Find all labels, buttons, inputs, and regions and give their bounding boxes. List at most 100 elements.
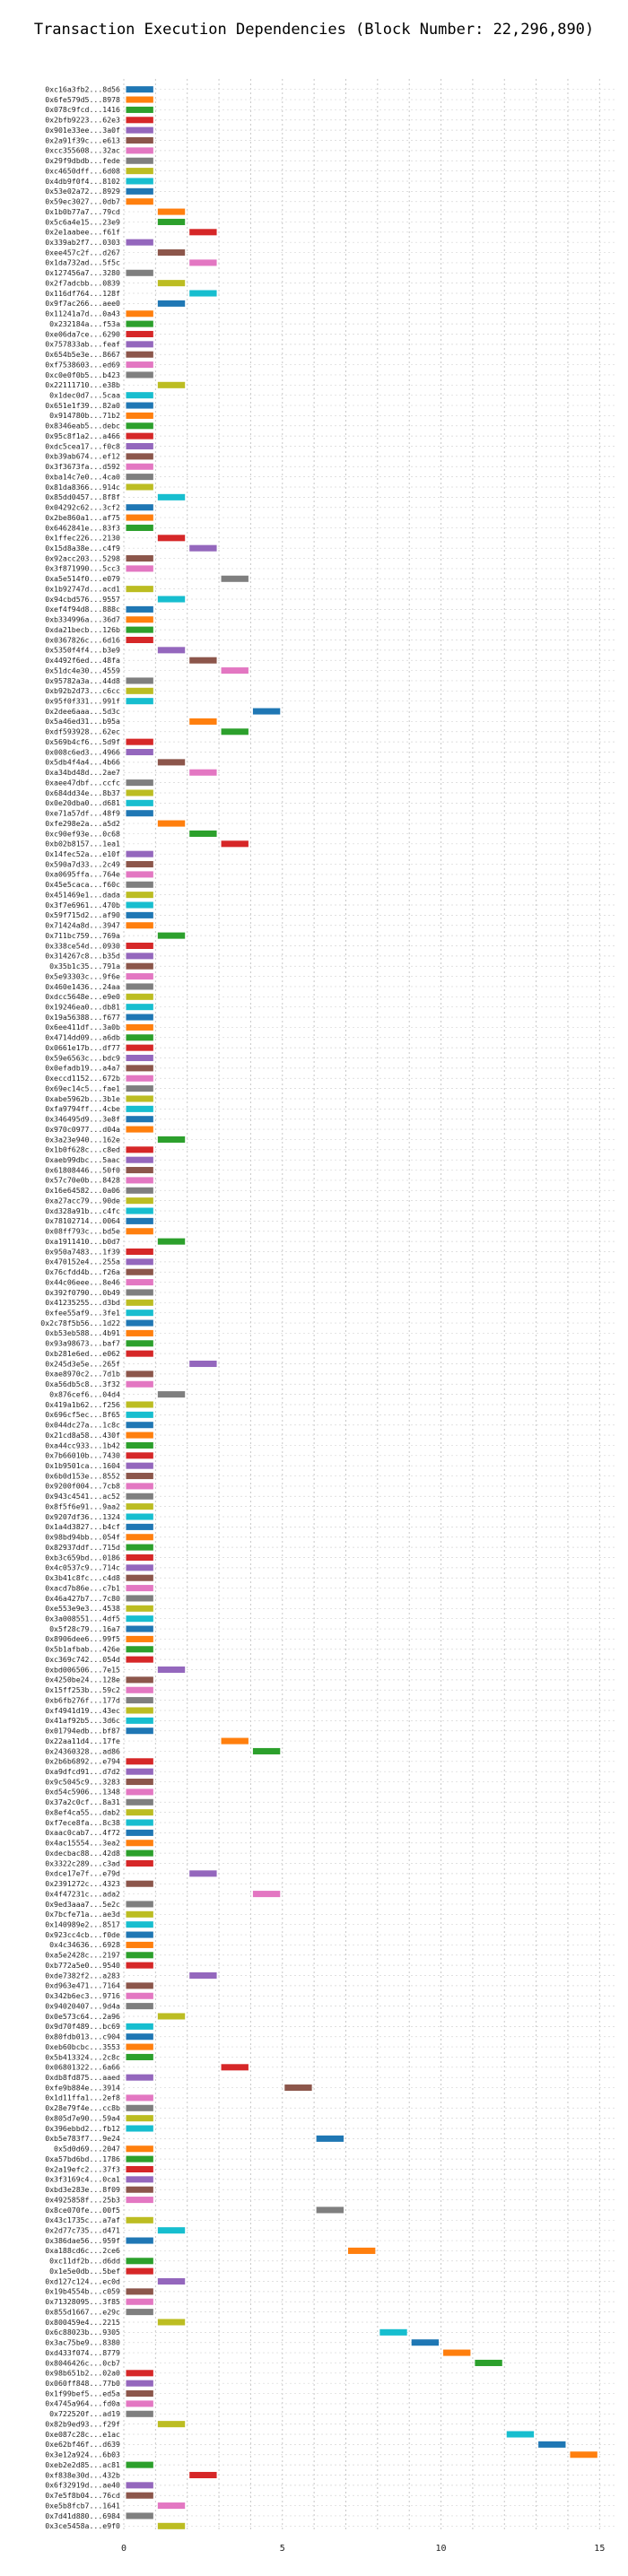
tx-label: 0x59ec3027...0db7 (45, 197, 120, 206)
tx-label: 0x41af92b5...3d6c (45, 1716, 120, 1725)
execution-bar (126, 1779, 153, 1786)
tx-label: 0x04292c62...3cf2 (45, 503, 120, 512)
execution-bar (126, 483, 153, 491)
tx-label: 0x94020407...9d4a (45, 2001, 120, 2010)
tx-label: 0x5db4f4a4...4b66 (45, 758, 120, 767)
tx-label: 0xa57bd6bd...1786 (45, 2154, 120, 2163)
tx-label: 0xfe298e2a...a5d2 (45, 819, 120, 828)
tx-label: 0x4db9f0f4...8102 (45, 177, 120, 186)
tx-label: 0xe71a57df...48f9 (45, 809, 120, 818)
tx-label: 0x5a46ed31...b95a (45, 717, 120, 726)
execution-bar (126, 1044, 153, 1051)
execution-bar (126, 1126, 153, 1133)
execution-bar (157, 249, 186, 257)
execution-bar (126, 687, 153, 694)
tx-label: 0x14fec52a...e10f (45, 849, 120, 858)
tx-label: 0xd433f074...8779 (45, 2348, 120, 2357)
tx-label: 0xa5e2428c...2197 (45, 1951, 120, 1960)
grid-layer (123, 79, 615, 2531)
execution-bar (126, 1380, 153, 1388)
execution-bar (126, 2410, 153, 2417)
execution-bar (189, 290, 217, 297)
tx-label: 0x4714dd09...a6db (45, 1033, 120, 1042)
tx-label: 0xf4941d19...43ec (45, 1706, 120, 1715)
tx-label: 0x57c70e0b...8428 (45, 1176, 120, 1185)
execution-bar (126, 310, 153, 318)
execution-bar (126, 942, 153, 950)
execution-bar (316, 2206, 344, 2214)
tx-label: 0xb53eb588...4b91 (45, 1328, 120, 1337)
execution-bar (126, 1798, 153, 1806)
tx-label: 0x7d41d880...6984 (45, 2511, 120, 2520)
execution-bar (157, 2227, 186, 2234)
tx-label: 0x2c78f5b56...1d22 (40, 1318, 120, 1327)
execution-bar (126, 1605, 153, 1612)
tx-label: 0xf7ece8fa...8c38 (45, 1818, 120, 1827)
tx-label: 0x943c4541...ac52 (45, 1492, 120, 1501)
execution-bar (126, 2186, 153, 2193)
tx-label: 0x338ce54d...0930 (45, 941, 120, 950)
tx-label: 0x5d0d69...2047 (54, 2145, 120, 2154)
execution-bar (126, 626, 153, 633)
tx-label: 0x6c88023b...9305 (45, 2328, 120, 2337)
execution-bar (126, 1014, 153, 1021)
tx-label: 0x6f32919d...ae40 (45, 2481, 120, 2490)
execution-bar (126, 168, 153, 175)
execution-bar (126, 157, 153, 164)
execution-bar (189, 1870, 217, 1877)
tx-label: 0x08ff793c...bd5e (45, 1227, 120, 1236)
execution-bar (411, 2339, 440, 2346)
tx-label: 0xa1911410...b0d7 (45, 1237, 120, 1246)
execution-bar (538, 2441, 566, 2448)
execution-bar (252, 708, 281, 715)
tx-label: 0x3f3673fa...d592 (45, 462, 120, 471)
tx-label-layer: 0xc16a3fb2...8d56 0x6fe579d5...89780x078c… (40, 84, 120, 2530)
tx-label: 0xdcc5648e...e9e0 (45, 992, 120, 1001)
execution-bar (126, 1717, 153, 1724)
tx-label: 0x82b9ed93...f29f (45, 2419, 120, 2428)
execution-bar (126, 983, 153, 990)
tx-label: 0x4ac15554...3ea2 (45, 1839, 120, 1848)
tx-label: 0x654b5e3e...8667 (45, 350, 120, 359)
execution-bar (189, 718, 217, 725)
tx-label: 0x950a7483...1f39 (45, 1247, 120, 1256)
execution-bar (126, 605, 153, 613)
execution-bar (126, 1310, 153, 1317)
tx-label: 0x060ff848...77b0 (45, 2379, 120, 2388)
execution-bar (126, 2165, 153, 2173)
tx-label: 0x8f5f6e91...9aa2 (45, 1501, 120, 1510)
tx-label: 0xacd7b86e...c7b1 (45, 1583, 120, 1592)
execution-bar (126, 2043, 153, 2050)
tx-label: 0x29f9dbdb...fede (45, 156, 120, 165)
tx-label: 0x59e6563c...bdc9 (45, 1053, 120, 1062)
execution-bar (126, 1727, 153, 1735)
execution-bar (189, 830, 217, 837)
tx-label: 0xe06da7ce...6290 (45, 329, 120, 338)
execution-bar (126, 1197, 153, 1205)
execution-bar (221, 667, 249, 674)
tx-label: 0x757833ab...feaf (45, 340, 120, 349)
execution-bar (126, 2482, 153, 2489)
execution-bar (126, 1625, 153, 1632)
execution-bar (126, 2400, 153, 2407)
execution-bar (126, 1910, 153, 1918)
tx-label: 0x2d77c735...d471 (45, 2225, 120, 2234)
tx-label: 0x7b66010b...7430 (45, 1451, 120, 1460)
execution-bar (157, 2013, 186, 2020)
tx-label: 0x5f28c79...16a7 (49, 1624, 120, 1633)
execution-bar (126, 1534, 153, 1541)
execution-bar (126, 1992, 153, 1999)
execution-bar (126, 239, 153, 246)
execution-bar (157, 932, 186, 939)
execution-bar (126, 2380, 153, 2387)
tx-label: 0xae8970c2...7d1b (45, 1370, 120, 1379)
execution-bar (126, 555, 153, 562)
tx-label: 0xeb60bcbc...3553 (45, 2042, 120, 2051)
tx-label: 0x15ff253b...59c2 (45, 1685, 120, 1694)
tx-label: 0x78102714...0064 (45, 1216, 120, 1225)
execution-bar (189, 259, 217, 266)
tx-label: 0x2f7adcbb...0839 (45, 278, 120, 287)
tx-label: 0xee457c2f...d267 (45, 248, 120, 257)
execution-bar (126, 269, 153, 276)
